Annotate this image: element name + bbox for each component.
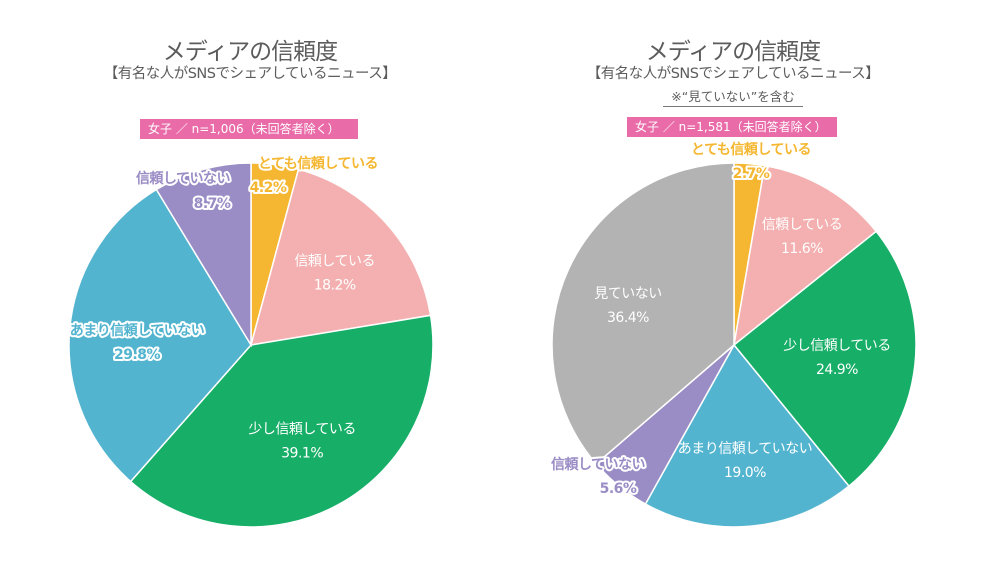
pie-slice xyxy=(129,314,434,528)
slice-label: 信頼していない xyxy=(551,456,646,473)
slice-value-label: 4.2% xyxy=(250,180,287,196)
slice-value-label: 29.8% xyxy=(114,347,161,363)
chart-subtitle: 【有名な人がSNSでシェアしているニュース】 xyxy=(103,66,397,82)
slice-label: 信頼している xyxy=(762,217,843,233)
chart-title: メディアの信頼度 xyxy=(645,39,821,65)
chart-title: メディアの信頼度 xyxy=(162,39,338,65)
slice-label: とても信頼している xyxy=(258,155,378,172)
chart-note: ※“見ていない”を含む xyxy=(483,86,983,107)
sample-badge: 女子 ／ n=1,006（未回答者除く） xyxy=(140,119,358,139)
slice-value-label: 19.0% xyxy=(724,465,766,481)
pie-slices xyxy=(551,162,917,528)
chart-note-text: ※“見ていない”を含む xyxy=(663,89,803,107)
slice-value-label: 18.2% xyxy=(314,277,356,293)
pie-slice xyxy=(551,162,735,465)
slice-value-label: 24.9% xyxy=(816,362,858,378)
pie-labels: とても信頼している 4.2% 信頼している 18.2% 少し信頼している 39.1% あまり… xyxy=(68,153,381,461)
chart-subtitle: 【有名な人がSNSでシェアしているニュース】 xyxy=(586,66,880,82)
pie-chart: とても信頼している 2.7% 信頼している 11.6% 少し信頼している 24.9% あまり… xyxy=(549,139,917,528)
slice-value-label: 8.7% xyxy=(194,196,231,212)
slice-value-label: 2.7% xyxy=(733,166,770,182)
pie-labels: とても信頼している 2.7% 信頼している 11.6% 少し信頼している 24.9% あまり… xyxy=(549,139,891,499)
slice-label: 少し信頼している xyxy=(783,338,891,354)
pie-slices xyxy=(68,162,434,528)
chart-left: メディアの信頼度 【有名な人がSNSでシェアしているニュース】 女子 ／ n=1… xyxy=(68,39,434,528)
sample-badge: 女子 ／ n=1,581（未回答者除く） xyxy=(627,117,837,137)
pie-slice xyxy=(644,343,850,528)
slice-value-label: 5.6% xyxy=(600,481,637,497)
slice-label: あまり信頼していない xyxy=(678,441,813,457)
slice-value-label: 11.6% xyxy=(781,241,823,257)
slice-label: あまり信頼していない xyxy=(70,322,205,339)
slice-label: 見ていない xyxy=(594,286,662,302)
pie-slice xyxy=(68,188,252,483)
pie-slice xyxy=(155,162,252,348)
slice-value-label: 39.1% xyxy=(281,445,323,461)
chart-right: メディアの信頼度 【有名な人がSNSでシェアしているニュース】 ※“見ていない”… xyxy=(483,0,983,562)
slice-label: 少し信頼している xyxy=(248,421,356,437)
slice-label: 信頼していない xyxy=(136,170,231,187)
slice-label: とても信頼している xyxy=(691,141,811,158)
slice-value-label: 36.4% xyxy=(607,310,649,326)
pie-slice xyxy=(732,164,878,347)
pie-slice xyxy=(732,230,917,488)
pie-slice xyxy=(249,168,432,346)
pie-chart: とても信頼している 4.2% 信頼している 18.2% 少し信頼している 39.1% あまり… xyxy=(68,153,434,528)
slice-label: 信頼している xyxy=(294,253,375,269)
